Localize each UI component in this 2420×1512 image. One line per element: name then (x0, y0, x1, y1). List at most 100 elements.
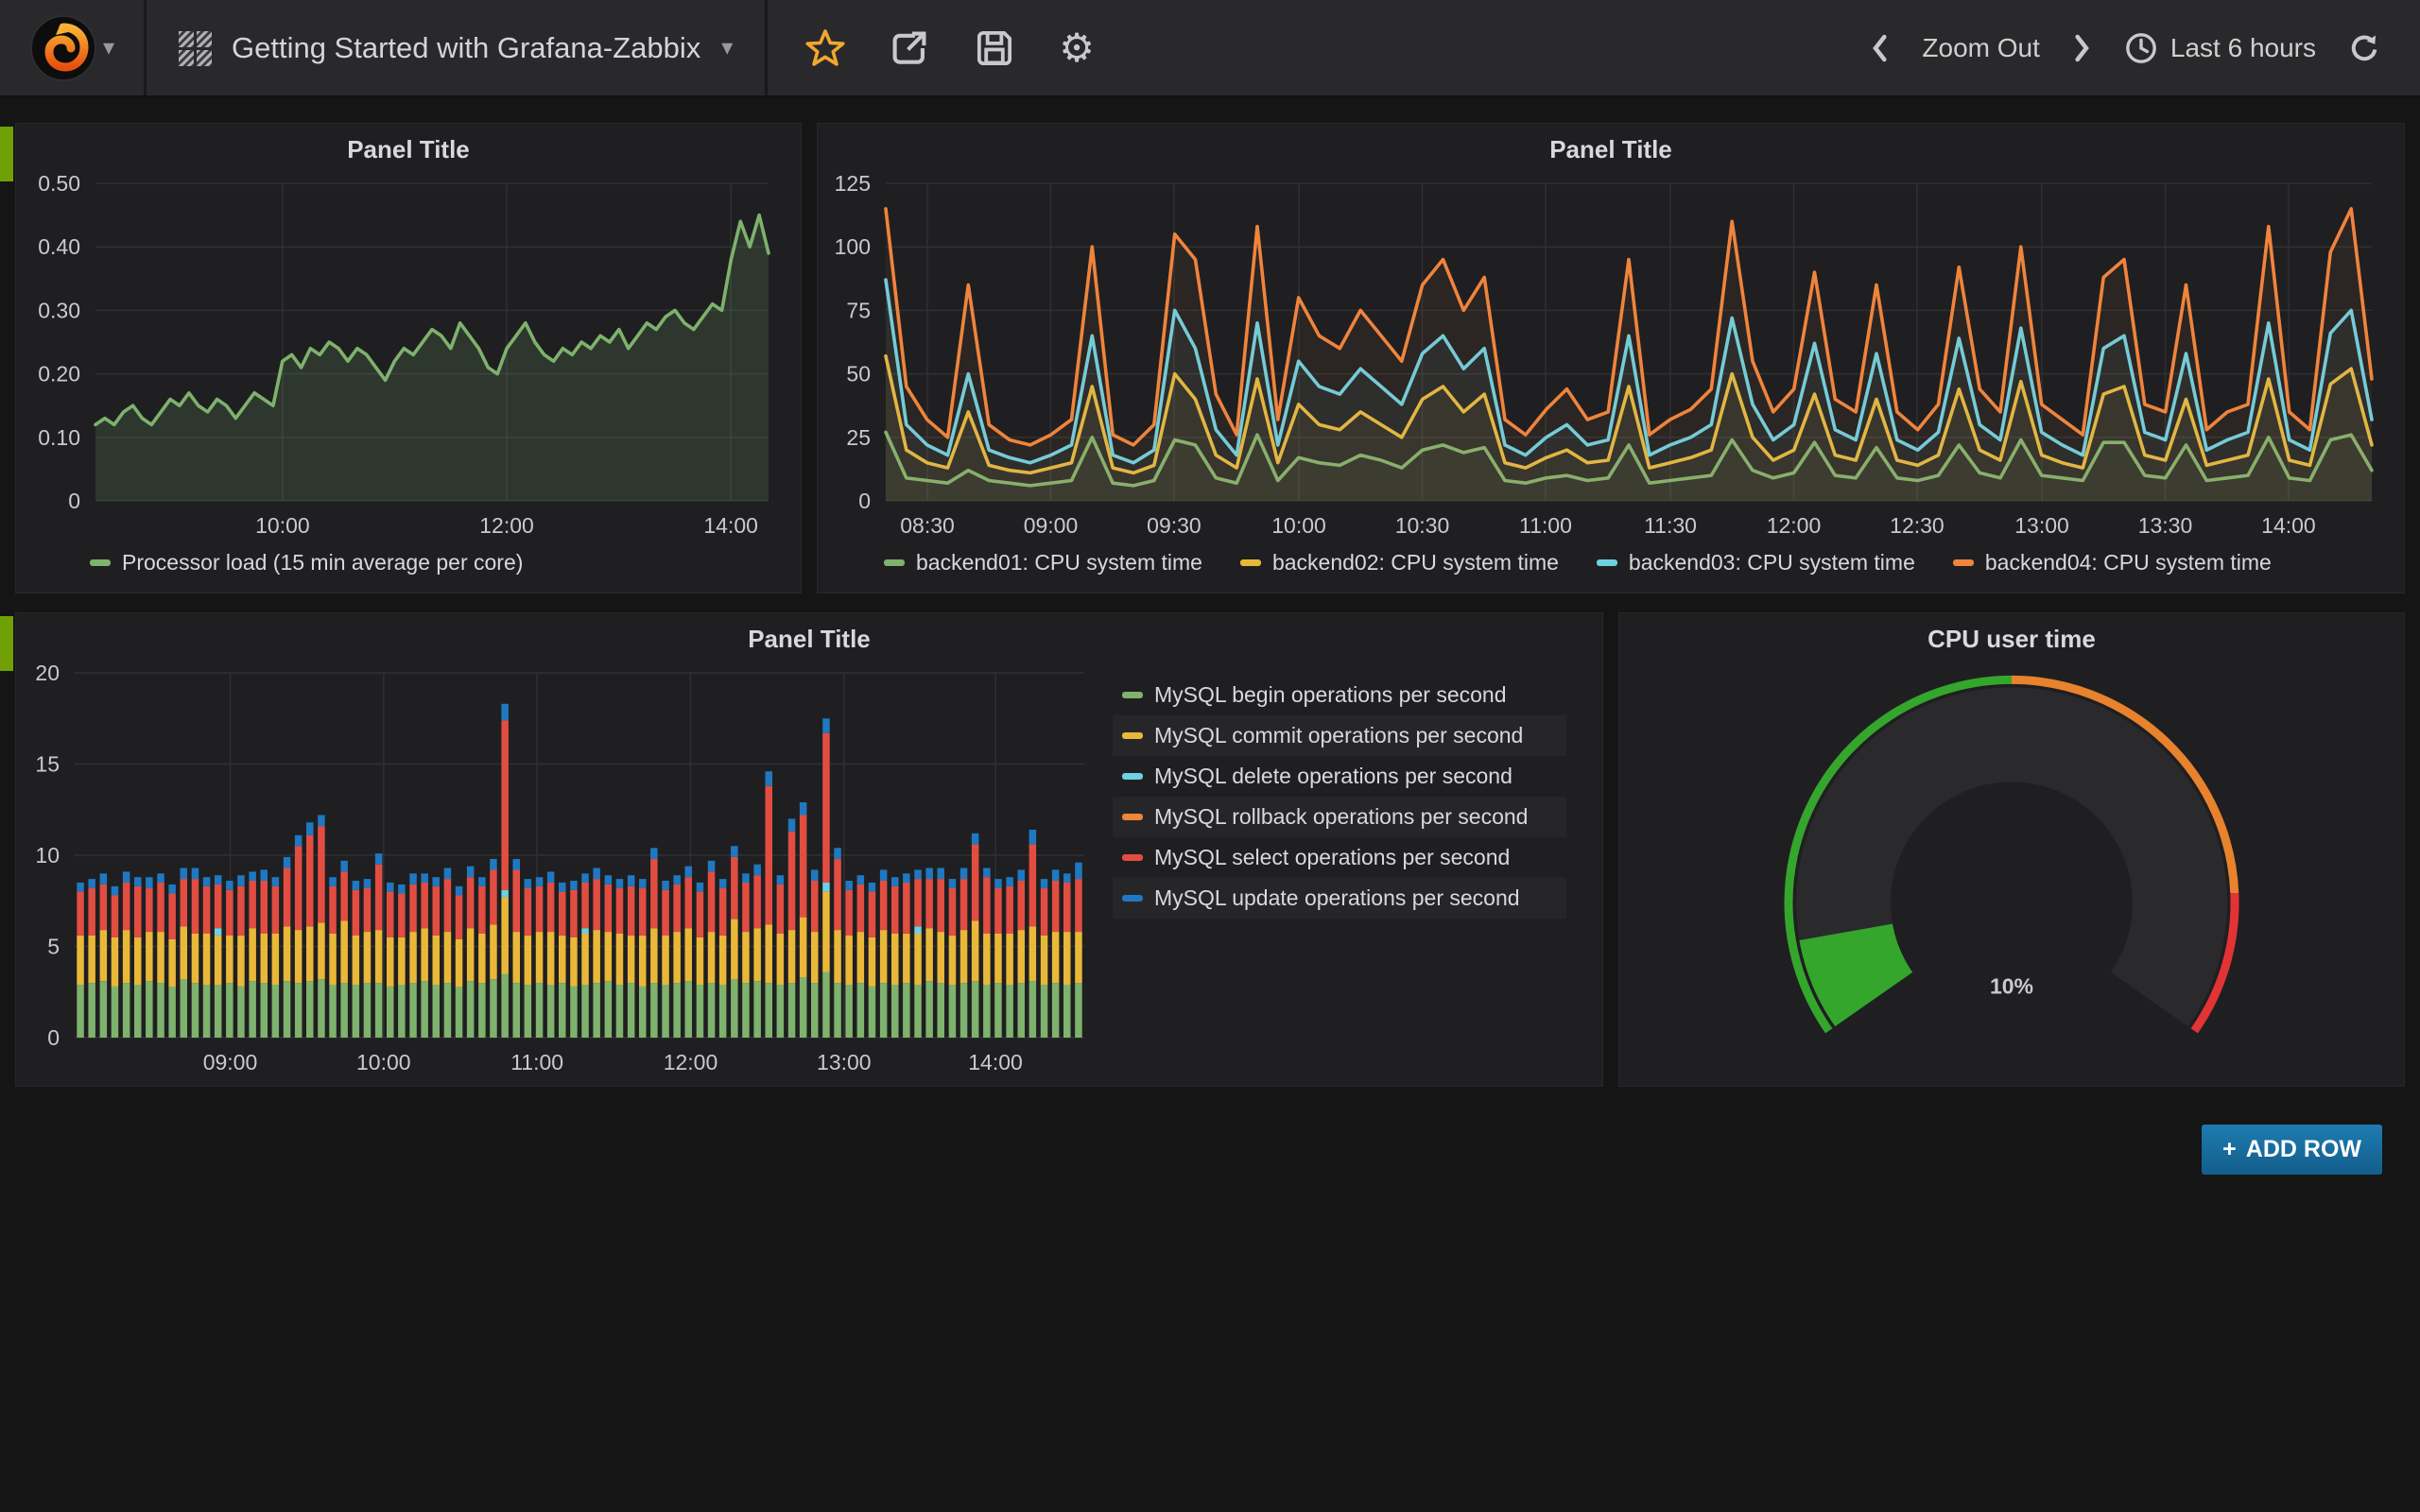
bar-segment (948, 879, 957, 888)
bar-segment (99, 981, 108, 1038)
legend-swatch-icon (1122, 773, 1143, 780)
zoom-out-button[interactable]: Zoom Out (1922, 33, 2039, 63)
cpu-system-time-chart[interactable]: 0 25 50 75 100 125 08:30 09:00 09:30 10:00 10:30 11… (818, 170, 2391, 544)
bar-segment (318, 922, 325, 980)
mysql-operations-legend: MySQL begin operations per second MySQL c… (1103, 660, 1576, 1086)
bar-segment (387, 891, 394, 937)
zoom-out-right-button[interactable] (2072, 33, 2093, 63)
legend-item[interactable]: MySQL delete operations per second (1113, 756, 1566, 797)
dashboard-title-button[interactable]: Getting Started with Grafana-Zabbix ▾ (147, 0, 765, 95)
bar-segment (478, 877, 486, 886)
bar-segment (879, 881, 888, 931)
bar-segment (168, 893, 176, 939)
dashboard-row-2: Panel Title 0 5 10 15 20 09:00 10:00 11:00 12:00… (0, 612, 2405, 1087)
save-button[interactable] (974, 27, 1015, 69)
bar-segment (329, 885, 337, 934)
bar-segment (983, 868, 991, 878)
share-button[interactable] (889, 27, 930, 69)
zoom-out-left-button[interactable] (1869, 33, 1890, 63)
processor-load-panel: Panel Title 0 0.10 0.20 0.30 0.40 0.50 10:00 12… (15, 123, 802, 593)
bar-segment (948, 985, 957, 1038)
bar-segment (627, 875, 635, 886)
bar-segment (214, 875, 222, 885)
legend-label: backend03: CPU system time (1628, 550, 1915, 575)
panel-title[interactable]: Panel Title (347, 135, 470, 163)
bar-segment (306, 822, 314, 835)
legend-item[interactable]: MySQL begin operations per second (1113, 675, 1566, 715)
y-axis-tick-label: 0 (68, 489, 80, 513)
bar-segment (765, 785, 772, 925)
row-1-handle[interactable] (0, 127, 13, 181)
series-line (884, 430, 2374, 488)
bar-segment (352, 881, 360, 890)
bar-segment (1075, 983, 1082, 1038)
legend-label: Processor load (15 min average per core) (122, 550, 524, 575)
bar-segment (903, 983, 910, 1038)
legend-item[interactable]: MySQL select operations per second (1113, 837, 1566, 878)
bar-segment (581, 882, 589, 929)
time-picker-button[interactable]: Last 6 hours (2125, 32, 2316, 64)
bar-segment (1006, 985, 1013, 1038)
bar-segment (432, 985, 440, 1038)
legend-item[interactable]: MySQL commit operations per second (1113, 715, 1566, 756)
legend-item[interactable]: backend02: CPU system time (1239, 550, 1559, 576)
bar-segment (696, 891, 704, 937)
processor-load-chart[interactable]: 0 0.10 0.20 0.30 0.40 0.50 10:00 12:00 14:00 (16, 170, 787, 544)
bar-segment (466, 877, 475, 929)
legend-item[interactable]: MySQL update operations per second (1113, 878, 1566, 919)
panel-title[interactable]: CPU user time (1927, 625, 2096, 653)
panel-title[interactable]: Panel Title (1549, 135, 1672, 163)
bar-segment (627, 935, 635, 984)
bar-segment (707, 860, 716, 872)
add-row-button[interactable]: + ADD ROW (2202, 1125, 2382, 1175)
bar-segment (283, 981, 291, 1038)
bar-segment (765, 771, 772, 786)
bar-segment (650, 858, 658, 929)
bar-segment (731, 856, 738, 919)
bar-segment (559, 983, 566, 1038)
bar-segment (834, 930, 841, 984)
legend-label: MySQL delete operations per second (1154, 764, 1512, 788)
series-fill (886, 432, 2372, 501)
bar-segment (581, 985, 589, 1038)
bar-segment (546, 882, 555, 932)
bar-segment (776, 875, 785, 885)
bar-segment (925, 981, 933, 1038)
legend-item[interactable]: MySQL rollback operations per second (1113, 797, 1566, 837)
divider (765, 0, 769, 95)
legend-item[interactable]: Processor load (15 min average per core) (90, 550, 523, 576)
legend-item[interactable]: backend04: CPU system time (1952, 550, 2272, 576)
bar-segment (845, 889, 853, 936)
bar-segment (421, 882, 428, 929)
bar-segment (845, 985, 853, 1038)
bar-segment (753, 875, 761, 929)
bar-segment (1017, 983, 1025, 1038)
bar-segment (180, 979, 187, 1038)
x-axis-tick-label: 12:30 (1890, 513, 1945, 538)
bar-segment (799, 815, 807, 918)
legend-item[interactable]: backend01: CPU system time (884, 550, 1202, 576)
bar-segment (524, 887, 532, 936)
bar-segment (122, 882, 130, 931)
bar-segment (329, 985, 337, 1038)
bar-segment (146, 877, 153, 888)
settings-button[interactable]: ⚙ (1059, 27, 1095, 68)
grafana-logo-button[interactable]: ▾ (0, 0, 144, 95)
star-button[interactable] (805, 28, 845, 68)
panel-title[interactable]: Panel Title (748, 625, 871, 653)
legend-label: MySQL update operations per second (1154, 885, 1520, 910)
bar-segment (650, 848, 658, 859)
refresh-button[interactable] (2348, 32, 2380, 64)
legend-item[interactable]: backend03: CPU system time (1596, 550, 1915, 576)
cpu-user-time-gauge[interactable]: 10% (1626, 660, 2397, 1075)
bar-segment (696, 985, 704, 1038)
cpu-system-time-panel: Panel Title 0 25 50 75 100 125 08:30 09:00 09:30… (817, 123, 2405, 593)
bar-segment (226, 935, 233, 984)
gauge-band (1796, 687, 2227, 1027)
bar-segment (707, 932, 716, 984)
dashboard-title: Getting Started with Grafana-Zabbix (232, 30, 701, 64)
row-2-handle[interactable] (0, 616, 13, 671)
bar-segment (1017, 881, 1025, 931)
mysql-operations-chart[interactable]: 0 5 10 15 20 09:00 10:00 11:00 12:00 13:00 14:00 (16, 660, 1103, 1081)
x-axis-tick-label: 13:30 (2138, 513, 2193, 538)
